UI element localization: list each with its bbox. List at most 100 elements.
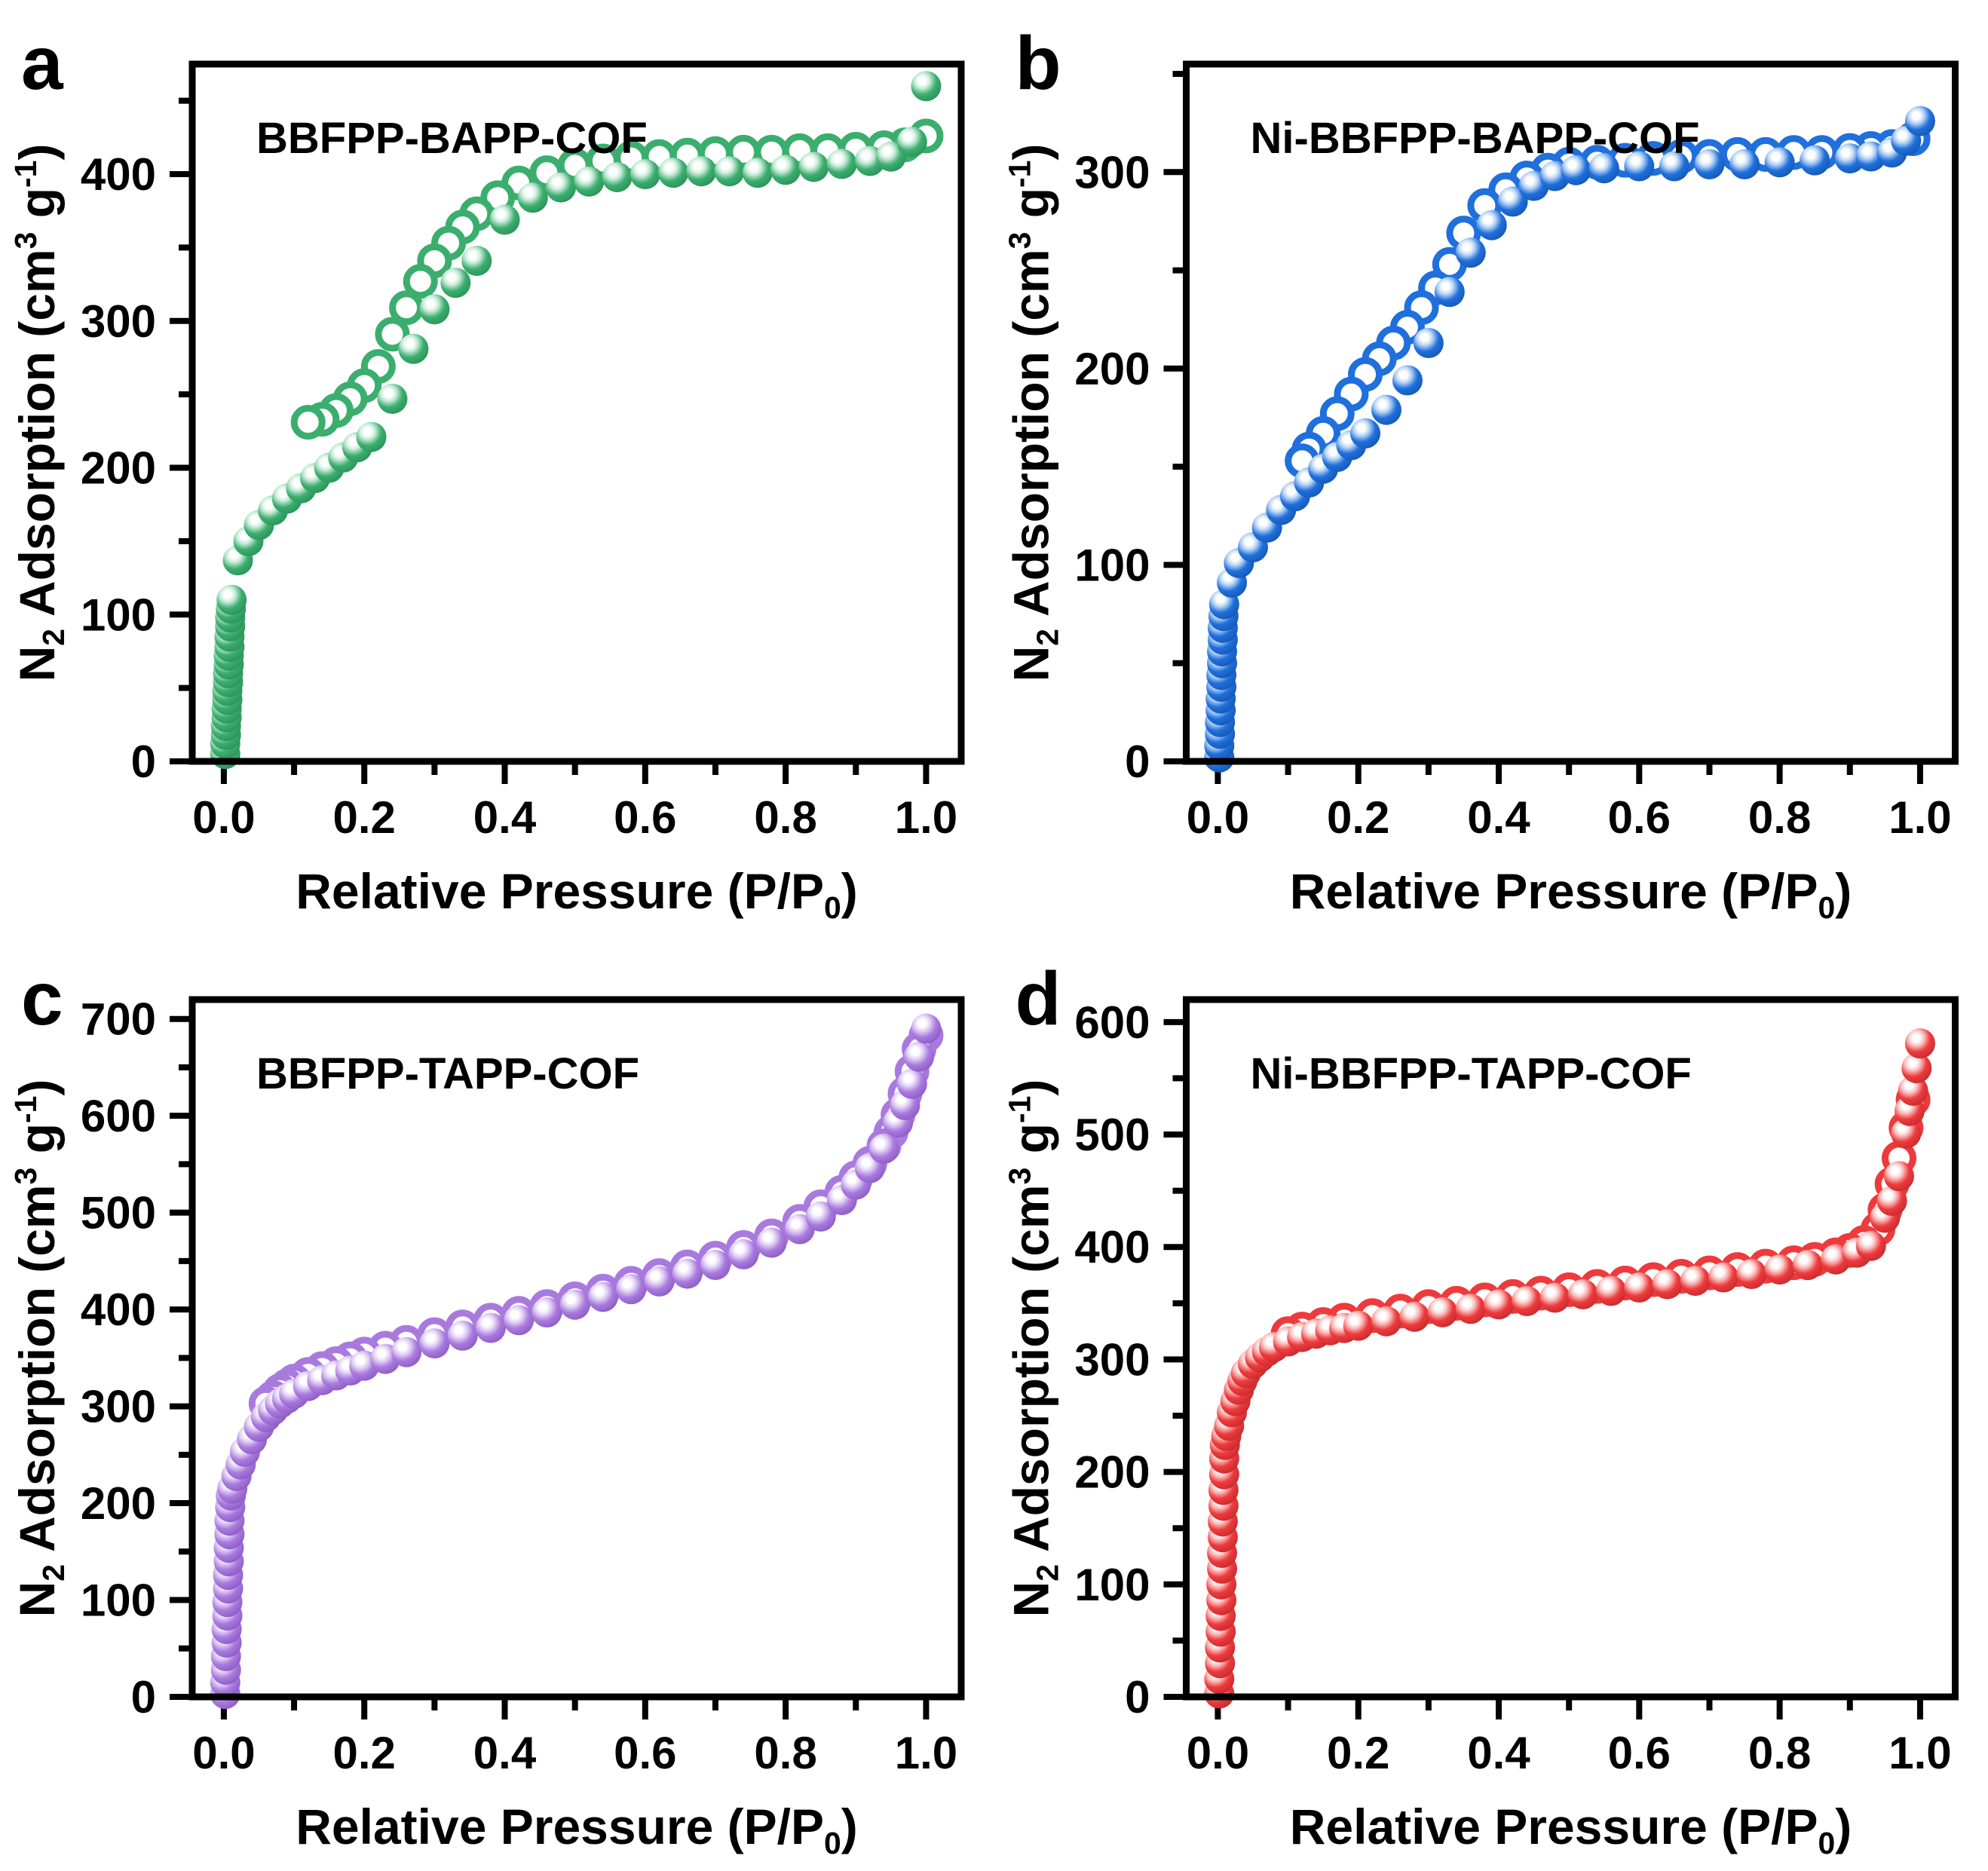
y-tick-label: 500 bbox=[1074, 1110, 1150, 1160]
adsorption-point bbox=[770, 155, 801, 185]
adsorption-point bbox=[461, 245, 492, 276]
panel-d-cell: 0.0 0.2 0.4 0.6 0.8 1.0 0 100 200 300 400 500 600 Rel… bbox=[994, 936, 1988, 1871]
x-tick-label: 1.0 bbox=[895, 792, 957, 843]
adsorption-point bbox=[1876, 1186, 1907, 1217]
adsorption-point bbox=[391, 1337, 422, 1367]
adsorption-point bbox=[1455, 237, 1486, 268]
panel-b-chart: 0.0 0.2 0.4 0.6 0.8 1.0 0 100 200 300 Relative Pre… bbox=[994, 0, 1988, 936]
adsorption-point bbox=[1455, 1294, 1486, 1324]
x-tick-label: 1.0 bbox=[895, 1728, 957, 1778]
panel-letter: b bbox=[1015, 21, 1061, 106]
x-tick-label: 0.4 bbox=[473, 792, 537, 843]
x-tick-label: 1.0 bbox=[1888, 1728, 1951, 1778]
panel-c-chart: 0.0 0.2 0.4 0.6 0.8 1.0 0 100 200 300 400 500 600 700… bbox=[0, 936, 994, 1871]
y-tick-label: 100 bbox=[81, 589, 156, 640]
adsorption-point bbox=[419, 294, 450, 325]
axis-ticks bbox=[1163, 71, 1923, 784]
panel-a-chart: 0.0 0.2 0.4 0.6 0.8 1.0 0 100 200 300 400 Relative … bbox=[0, 0, 994, 936]
adsorption-point bbox=[1624, 151, 1655, 182]
y-tick-label: 200 bbox=[81, 1478, 156, 1529]
adsorption-point bbox=[672, 1258, 703, 1289]
adsorption-point bbox=[1512, 1285, 1542, 1316]
adsorption-point bbox=[798, 152, 829, 182]
adsorption-point bbox=[805, 1201, 836, 1232]
x-tick-labels: 0.0 0.2 0.4 0.6 0.8 1.0 bbox=[1187, 1728, 1952, 1778]
adsorption-series bbox=[210, 1013, 942, 1710]
panel-letter: c bbox=[21, 957, 63, 1041]
x-tick-label: 1.0 bbox=[1888, 792, 1951, 843]
y-tick-label: 100 bbox=[81, 1575, 156, 1626]
x-tick-label: 0.0 bbox=[1187, 1728, 1249, 1778]
adsorption-point bbox=[531, 1297, 562, 1327]
y-tick-label: 0 bbox=[1125, 736, 1150, 787]
adsorption-point bbox=[616, 1274, 647, 1305]
adsorption-point bbox=[447, 1320, 478, 1351]
adsorption-point bbox=[419, 1328, 450, 1359]
y-tick-label: 500 bbox=[81, 1188, 156, 1239]
adsorption-point bbox=[1567, 1278, 1598, 1309]
adsorption-point bbox=[1764, 1254, 1795, 1285]
adsorption-point bbox=[1588, 153, 1619, 184]
adsorption-point bbox=[216, 584, 247, 615]
adsorption-point bbox=[1624, 1272, 1655, 1303]
x-tick-label: 0.2 bbox=[1327, 1728, 1389, 1778]
adsorption-point bbox=[700, 1250, 731, 1281]
x-axis-title: Relative Pressure (P/P0) bbox=[296, 1799, 857, 1860]
y-axis-title: N2 Adsorption (cm3 g-1) bbox=[1003, 1079, 1065, 1618]
adsorption-series bbox=[1204, 106, 1935, 773]
y-tick-label: 700 bbox=[81, 994, 156, 1045]
x-tick-label: 0.0 bbox=[192, 792, 255, 843]
x-tick-label: 0.0 bbox=[192, 1728, 255, 1778]
adsorption-point bbox=[1350, 418, 1381, 449]
adsorption-point bbox=[896, 127, 927, 158]
adsorption-point bbox=[1855, 1230, 1886, 1261]
x-tick-label: 0.8 bbox=[1748, 792, 1811, 843]
adsorption-point bbox=[1561, 155, 1591, 185]
x-tick-label: 0.4 bbox=[473, 1728, 537, 1778]
x-tick-label: 0.2 bbox=[333, 1728, 396, 1778]
adsorption-point bbox=[1434, 277, 1465, 308]
y-tick-label: 100 bbox=[1074, 540, 1150, 590]
x-tick-label: 0.6 bbox=[1608, 792, 1671, 843]
x-tick-labels: 0.0 0.2 0.4 0.6 0.8 1.0 bbox=[192, 792, 957, 843]
adsorption-point bbox=[504, 1305, 535, 1336]
adsorption-point bbox=[1343, 1310, 1374, 1341]
adsorption-point bbox=[1392, 365, 1423, 396]
adsorption-point bbox=[440, 268, 471, 299]
y-tick-label: 600 bbox=[81, 1091, 156, 1141]
adsorption-point bbox=[1539, 1282, 1570, 1313]
y-tick-label: 600 bbox=[1074, 997, 1150, 1048]
panel-d-chart: 0.0 0.2 0.4 0.6 0.8 1.0 0 100 200 300 400 500 600 Rel… bbox=[994, 936, 1988, 1871]
adsorption-point bbox=[1883, 1161, 1914, 1192]
adsorption-point bbox=[1694, 149, 1725, 179]
plot-frame bbox=[1183, 996, 1959, 1701]
y-tick-labels: 0 100 200 300 400 500 600 700 bbox=[81, 994, 156, 1722]
adsorption-point bbox=[1729, 149, 1760, 179]
adsorption-point bbox=[377, 384, 408, 414]
y-tick-label: 400 bbox=[81, 1285, 156, 1335]
panel-b-cell: 0.0 0.2 0.4 0.6 0.8 1.0 0 100 200 300 Relative Pre… bbox=[994, 0, 1988, 936]
x-tick-label: 0.4 bbox=[1467, 792, 1530, 843]
y-tick-label: 400 bbox=[81, 149, 156, 200]
adsorption-point bbox=[686, 156, 717, 187]
panel-background bbox=[994, 936, 1988, 1871]
adsorption-point bbox=[546, 172, 577, 203]
panel-c-cell: 0.0 0.2 0.4 0.6 0.8 1.0 0 100 200 300 400 500 600 700… bbox=[0, 936, 994, 1871]
x-tick-label: 0.6 bbox=[1608, 1728, 1671, 1778]
adsorption-point bbox=[658, 158, 689, 188]
adsorption-point bbox=[629, 159, 660, 190]
adsorption-point bbox=[1484, 1289, 1515, 1320]
axis-ticks bbox=[1163, 1018, 1923, 1719]
x-tick-label: 0.6 bbox=[614, 792, 676, 843]
y-tick-labels: 0 100 200 300 400 bbox=[81, 149, 156, 787]
x-tick-label: 0.4 bbox=[1467, 1728, 1530, 1778]
y-tick-label: 0 bbox=[131, 736, 156, 787]
y-tick-labels: 0 100 200 300 400 500 600 bbox=[1074, 997, 1150, 1722]
x-tick-labels: 0.0 0.2 0.4 0.6 0.8 1.0 bbox=[192, 1728, 957, 1778]
adsorption-point bbox=[714, 156, 745, 187]
adsorption-point bbox=[1891, 1118, 1922, 1149]
adsorption-point bbox=[742, 158, 773, 188]
adsorption-point bbox=[1680, 1265, 1711, 1296]
adsorption-point bbox=[1904, 106, 1935, 136]
